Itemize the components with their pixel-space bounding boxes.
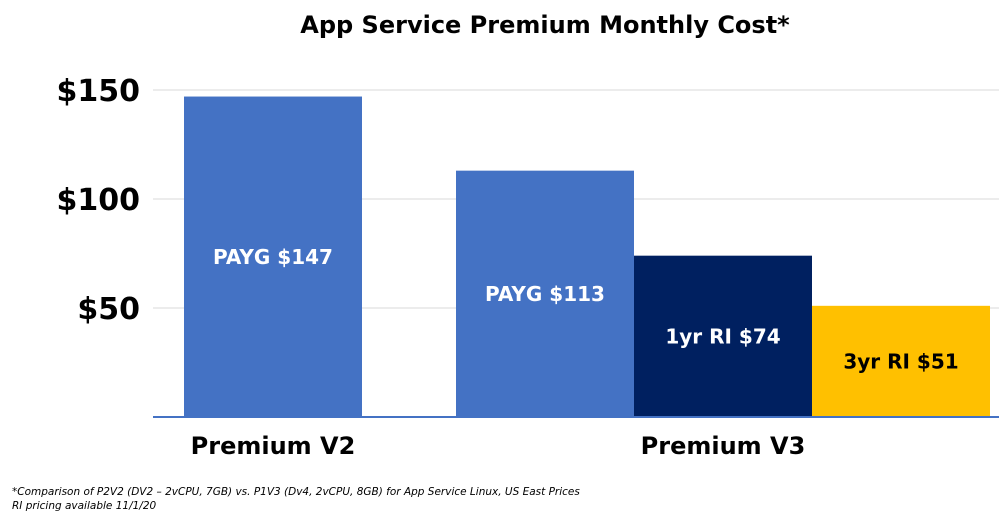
category-label: Premium V2 xyxy=(191,432,356,460)
footnote: *Comparison of P2V2 (DV2 – 2vCPU, 7GB) v… xyxy=(12,485,712,513)
y-tick-label: $100 xyxy=(57,183,141,218)
bar xyxy=(184,96,362,417)
data-label: PAYG $113 xyxy=(485,282,605,306)
data-label: 1yr RI $74 xyxy=(665,324,780,348)
footnote-line-1: *Comparison of P2V2 (DV2 – 2vCPU, 7GB) v… xyxy=(12,486,580,498)
bar xyxy=(456,170,634,417)
footnote-line-2: RI pricing available 11/1/20 xyxy=(12,500,157,512)
data-label: PAYG $147 xyxy=(213,245,333,269)
y-axis-ticks: $50 $100 $150 xyxy=(57,74,141,327)
bar xyxy=(812,305,990,417)
y-tick-label: $50 xyxy=(77,292,140,327)
category-label: Premium V3 xyxy=(641,432,806,460)
data-label: 3yr RI $51 xyxy=(843,349,958,373)
x-axis-categories: Premium V2 Premium V3 xyxy=(191,432,806,460)
data-labels: PAYG $147 PAYG $113 1yr RI $74 3yr RI $51 xyxy=(213,245,959,374)
bars xyxy=(184,96,990,417)
bar xyxy=(634,255,812,417)
y-tick-label: $150 xyxy=(57,74,141,109)
chart-title: App Service Premium Monthly Cost* xyxy=(300,11,790,39)
